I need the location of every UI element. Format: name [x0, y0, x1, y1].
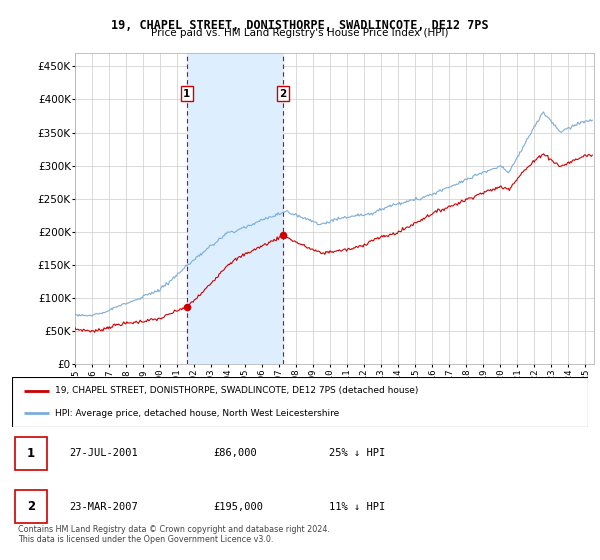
Text: 25% ↓ HPI: 25% ↓ HPI — [329, 449, 385, 458]
Text: 1: 1 — [183, 88, 190, 99]
Text: 1: 1 — [26, 447, 35, 460]
Bar — [15, 489, 47, 523]
Text: 2: 2 — [26, 500, 35, 513]
Point — [278, 231, 288, 240]
Text: Contains HM Land Registry data © Crown copyright and database right 2024.
This d: Contains HM Land Registry data © Crown c… — [18, 525, 330, 544]
Text: 27-JUL-2001: 27-JUL-2001 — [70, 449, 139, 458]
Text: Price paid vs. HM Land Registry's House Price Index (HPI): Price paid vs. HM Land Registry's House … — [151, 28, 449, 38]
Text: 19, CHAPEL STREET, DONISTHORPE, SWADLINCOTE, DE12 7PS (detached house): 19, CHAPEL STREET, DONISTHORPE, SWADLINC… — [55, 386, 419, 395]
Text: £195,000: £195,000 — [214, 502, 263, 511]
Bar — [187, 53, 283, 364]
Point — [182, 302, 191, 311]
Bar — [15, 437, 47, 470]
Text: 11% ↓ HPI: 11% ↓ HPI — [329, 502, 385, 511]
Text: HPI: Average price, detached house, North West Leicestershire: HPI: Average price, detached house, Nort… — [55, 409, 340, 418]
Text: £86,000: £86,000 — [214, 449, 257, 458]
Text: 2: 2 — [280, 88, 287, 99]
Text: 23-MAR-2007: 23-MAR-2007 — [70, 502, 139, 511]
Text: 19, CHAPEL STREET, DONISTHORPE, SWADLINCOTE, DE12 7PS: 19, CHAPEL STREET, DONISTHORPE, SWADLINC… — [111, 19, 489, 32]
